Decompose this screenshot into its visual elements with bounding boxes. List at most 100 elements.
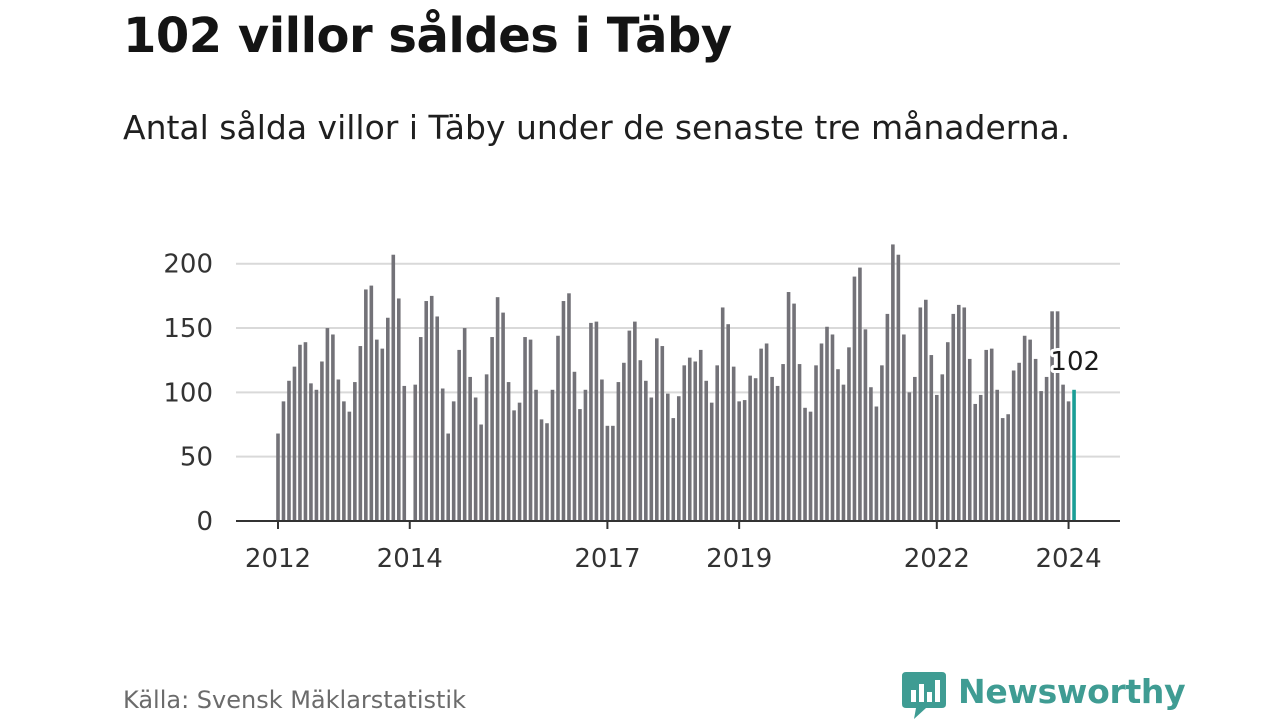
bar xyxy=(1066,401,1071,521)
bar xyxy=(281,401,286,521)
bar xyxy=(413,384,418,521)
bar xyxy=(945,342,950,521)
bar xyxy=(418,337,423,521)
bar xyxy=(633,321,637,521)
bar xyxy=(583,389,588,521)
bar xyxy=(435,316,440,521)
bar xyxy=(891,244,895,521)
bar xyxy=(951,313,956,521)
bar xyxy=(638,360,643,521)
bar xyxy=(797,364,802,521)
bar xyxy=(775,385,780,521)
bar xyxy=(858,267,862,521)
bar xyxy=(973,403,978,521)
bar xyxy=(429,295,434,521)
bar xyxy=(995,389,999,521)
bar xyxy=(314,389,319,521)
bar xyxy=(391,254,396,521)
bar xyxy=(896,254,901,521)
bar xyxy=(484,374,489,521)
bar xyxy=(457,349,461,521)
bar xyxy=(808,411,813,521)
bar xyxy=(830,334,835,521)
bar xyxy=(473,397,478,521)
x-tick-label: 2017 xyxy=(574,544,640,574)
bar xyxy=(935,394,939,521)
bar xyxy=(1050,311,1054,521)
bar xyxy=(715,365,719,521)
bar xyxy=(852,276,857,521)
bar xyxy=(880,365,884,521)
bar xyxy=(726,324,730,521)
bar xyxy=(874,406,879,521)
bar xyxy=(369,285,374,521)
bar xyxy=(578,409,582,521)
bar xyxy=(847,347,851,521)
bar xyxy=(1033,358,1038,521)
y-tick-label: 200 xyxy=(163,250,213,280)
x-tick-label: 2024 xyxy=(1035,544,1101,574)
bar xyxy=(885,313,890,521)
bar xyxy=(325,328,330,521)
bar xyxy=(605,425,610,521)
bar xyxy=(929,355,934,521)
bar xyxy=(984,349,989,521)
bar xyxy=(364,289,368,521)
bar xyxy=(287,380,291,521)
last-value-annotation: 102 xyxy=(1047,344,1103,380)
bar xyxy=(1011,370,1016,521)
bar xyxy=(424,301,429,521)
bar xyxy=(550,389,555,521)
bar xyxy=(731,366,736,521)
bar xyxy=(468,376,472,521)
bar xyxy=(940,374,945,521)
bar xyxy=(819,343,824,521)
bar xyxy=(1028,339,1032,521)
x-tick-label: 2014 xyxy=(377,544,443,574)
bar xyxy=(764,343,769,521)
bar xyxy=(342,401,346,521)
bar xyxy=(781,364,785,521)
bar xyxy=(331,334,335,521)
brand-name: Newsworthy xyxy=(958,672,1186,711)
bar xyxy=(962,307,967,521)
bar xyxy=(841,384,846,521)
bar xyxy=(924,299,928,521)
bar xyxy=(402,385,407,521)
bar xyxy=(561,301,566,521)
bar xyxy=(506,382,511,521)
bar xyxy=(704,380,709,521)
x-tick-label: 2019 xyxy=(706,544,772,574)
bar xyxy=(517,402,522,521)
bar xyxy=(347,411,352,521)
bar xyxy=(676,396,681,521)
bar xyxy=(375,339,379,521)
bar xyxy=(644,380,648,521)
bar xyxy=(1044,376,1049,521)
bar xyxy=(386,317,390,521)
bar xyxy=(709,402,714,521)
bar xyxy=(622,362,626,521)
bar xyxy=(594,321,599,521)
bar xyxy=(748,375,752,521)
bar xyxy=(989,348,994,521)
bar xyxy=(803,407,807,521)
bar xyxy=(534,389,538,521)
bar xyxy=(396,298,401,521)
y-tick-label: 150 xyxy=(163,314,213,344)
bar xyxy=(698,349,703,521)
y-axis-ticks: 0 50 100 150 200 xyxy=(163,250,213,537)
x-axis-ticks: 2012 2014 2017 2019 2022 2024 xyxy=(245,521,1102,574)
bar xyxy=(303,342,308,521)
source-credit: Källa: Svensk Mäklarstatistik xyxy=(123,686,466,714)
bar xyxy=(1055,311,1060,521)
bar xyxy=(446,433,450,521)
bar xyxy=(490,337,494,521)
bar xyxy=(770,376,774,521)
y-tick-label: 50 xyxy=(180,443,213,473)
bar xyxy=(512,410,516,521)
bar xyxy=(655,338,659,521)
bar xyxy=(320,361,324,521)
bar xyxy=(495,297,500,521)
